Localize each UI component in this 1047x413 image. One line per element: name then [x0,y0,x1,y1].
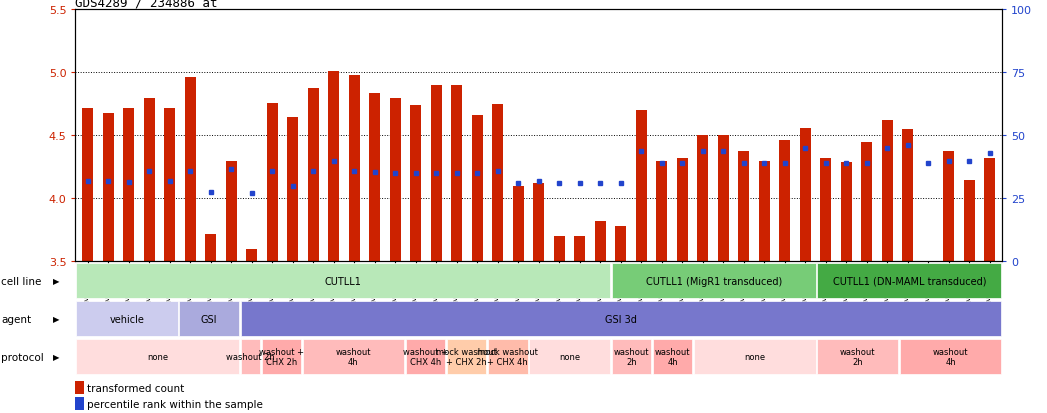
Bar [636,111,647,262]
Bar [820,159,831,262]
Bar [882,121,893,262]
Bar [818,339,898,374]
Text: agent: agent [1,314,31,324]
Text: none: none [559,352,580,361]
Bar [75,397,84,410]
Bar [694,339,816,374]
Bar [471,116,483,262]
Bar [262,339,302,374]
Bar [943,151,954,262]
Bar [76,339,240,374]
Bar [717,136,729,262]
Bar [899,339,1001,374]
Bar [779,141,790,262]
Bar [164,109,175,262]
Bar [328,72,339,262]
Text: ▶: ▶ [53,352,60,361]
Text: mock washout
+ CHX 2h: mock washout + CHX 2h [437,347,497,366]
Bar [389,98,401,262]
Text: washout
4h: washout 4h [336,347,371,366]
Text: ▶: ▶ [53,314,60,323]
Bar [405,339,445,374]
Text: washout +
CHX 2h: washout + CHX 2h [259,347,304,366]
Bar [225,161,237,262]
Bar [676,159,688,262]
Bar [241,339,260,374]
Bar [75,381,84,394]
Bar [430,86,442,262]
Bar [513,186,524,262]
Bar [82,109,93,262]
Bar [903,130,913,262]
Text: GDS4289 / 234886_at: GDS4289 / 234886_at [75,0,218,9]
Bar [447,339,487,374]
Bar [246,249,258,262]
Bar [963,180,975,262]
Bar [595,222,606,262]
Text: CUTLL1 (DN-MAML transduced): CUTLL1 (DN-MAML transduced) [832,276,986,286]
Bar [103,114,114,262]
Bar [205,234,217,262]
Text: cell line: cell line [1,276,42,286]
Bar [554,237,564,262]
Text: GSI: GSI [201,314,218,324]
Bar [861,142,872,262]
Text: vehicle: vehicle [110,314,144,324]
Bar [758,161,770,262]
Text: washout
4h: washout 4h [933,347,968,366]
Text: percentile rank within the sample: percentile rank within the sample [87,399,263,409]
Bar [818,263,1001,298]
Bar [369,93,380,262]
Bar [800,128,810,262]
Text: mock washout
+ CHX 4h: mock washout + CHX 4h [477,347,538,366]
Bar [984,159,996,262]
Bar [451,86,463,262]
Bar [76,301,178,336]
Bar [652,339,692,374]
Bar [533,184,544,262]
Bar [656,161,667,262]
Bar [241,301,1001,336]
Bar [308,88,319,262]
Bar [143,98,155,262]
Text: washout 2h: washout 2h [226,352,274,361]
Text: washout
2h: washout 2h [614,347,649,366]
Text: washout
4h: washout 4h [654,347,690,366]
Text: GSI 3d: GSI 3d [605,314,637,324]
Bar [124,109,134,262]
Text: washout +
CHX 4h: washout + CHX 4h [403,347,448,366]
Bar [492,104,504,262]
Bar [488,339,528,374]
Text: none: none [744,352,765,361]
Bar [303,339,404,374]
Bar [697,136,709,262]
Bar [184,78,196,262]
Bar [287,117,298,262]
Bar [611,263,816,298]
Text: protocol: protocol [1,352,44,362]
Text: transformed count: transformed count [87,383,184,393]
Bar [349,76,360,262]
Bar [529,339,610,374]
Bar [76,263,610,298]
Bar [615,227,626,262]
Text: none: none [148,352,169,361]
Bar [410,106,421,262]
Text: ▶: ▶ [53,276,60,285]
Bar [179,301,240,336]
Text: CUTLL1 (MigR1 transduced): CUTLL1 (MigR1 transduced) [646,276,782,286]
Text: CUTLL1: CUTLL1 [325,276,361,286]
Bar [611,339,651,374]
Bar [841,162,852,262]
Bar [738,151,750,262]
Bar [574,237,585,262]
Text: washout
2h: washout 2h [840,347,875,366]
Bar [267,103,277,262]
